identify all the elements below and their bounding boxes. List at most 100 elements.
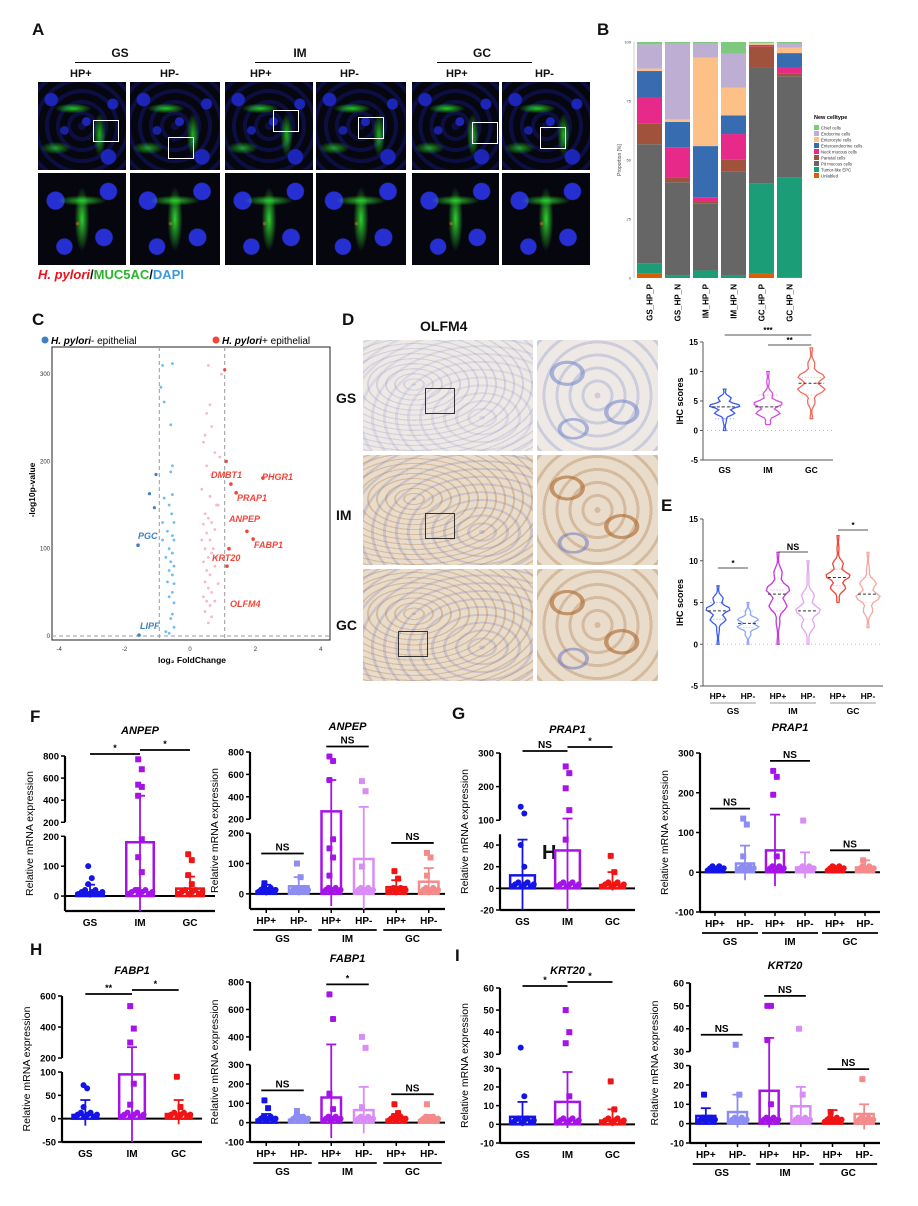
category-label: HP+ — [321, 1149, 341, 1160]
bar-segment-enteroendocrine-cells — [665, 122, 690, 148]
bar-segment-parietal-cells — [721, 159, 746, 172]
data-point — [180, 1109, 187, 1116]
data-point — [620, 1117, 627, 1124]
data-point — [135, 756, 142, 763]
group-label: GS — [275, 1167, 290, 1178]
category-label: HP- — [355, 1149, 372, 1160]
category-label: IM_HP_N — [730, 284, 739, 319]
y-axis-label: -log10p-value — [27, 462, 37, 517]
y-tick-label: 300 — [678, 749, 694, 760]
fluorescence-image-gs-hp-pos — [38, 82, 126, 170]
data-point — [85, 881, 92, 888]
significance-label: NS — [787, 542, 800, 552]
bar-segment-neck-mucous-cells — [693, 197, 718, 202]
data-point — [265, 1105, 272, 1112]
gene-label: PHGR1 — [262, 472, 293, 482]
data-point — [330, 854, 337, 861]
data-point-up — [208, 403, 212, 407]
data-point-up — [206, 363, 210, 367]
bar-segment-enteroendocrine-cells — [777, 53, 802, 68]
data-point — [185, 851, 192, 858]
data-point — [337, 1115, 344, 1122]
group-label: IM — [784, 937, 795, 948]
y-tick-label: 100 — [228, 1099, 244, 1110]
data-point-up — [213, 528, 217, 531]
data-point — [138, 783, 145, 790]
data-point — [391, 868, 398, 875]
panel-label-h: H — [30, 940, 43, 959]
y-tick-label: 0 — [489, 884, 494, 895]
y-tick-label: 0 — [629, 276, 632, 281]
significance-label: NS — [841, 1058, 855, 1069]
data-point-down — [154, 472, 158, 477]
data-point — [134, 1109, 141, 1116]
data-point — [607, 852, 614, 859]
data-point — [326, 1090, 333, 1097]
legend-swatch — [814, 137, 819, 142]
bar-segment-enterocyte-cells — [693, 57, 718, 147]
gene-label: ANPEP — [228, 514, 261, 524]
labeled-point — [234, 491, 238, 495]
data-point-down — [170, 464, 174, 468]
data-point-up — [210, 425, 214, 428]
data-point-up — [210, 615, 214, 619]
data-point — [859, 1076, 866, 1083]
caption-muc5ac: MUC5AC — [93, 267, 150, 282]
data-point-up — [218, 455, 222, 459]
fluorescence-image-gc-hp-neg — [502, 82, 590, 170]
y-tick-label: 50 — [45, 1091, 56, 1102]
data-point-up — [208, 538, 212, 542]
bar-segment-tumor-like-epc — [693, 270, 718, 278]
y-axis-label: Relative mRNA expression — [459, 769, 471, 894]
data-point-down — [170, 534, 174, 538]
labeled-point — [245, 529, 249, 534]
y-tick-label: 200 — [228, 815, 244, 826]
ihc-image-gs — [363, 340, 533, 451]
data-point — [530, 881, 537, 888]
panel-label-f: F — [30, 707, 41, 726]
data-point — [521, 863, 528, 870]
significance-label: * — [154, 979, 158, 989]
y-tick-label: 100 — [43, 862, 59, 873]
group-label: GS — [714, 1168, 729, 1179]
row-label-im: IM — [336, 507, 352, 523]
bar-segment-neck-mucous-cells — [637, 96, 662, 124]
data-point-up — [205, 411, 209, 415]
bar-chart-F1: 0 100 200 200 400 600 800 Relative mRNA express… — [24, 725, 215, 929]
fluorescence-zoom-gs-hp-neg — [130, 173, 220, 265]
significance-label: NS — [406, 832, 420, 843]
category-label: HP+ — [321, 916, 341, 927]
data-point — [88, 875, 95, 882]
category-label: HP- — [856, 919, 873, 930]
category-label: HP- — [290, 1149, 307, 1160]
bar-segment-pit-mucous-cells — [637, 144, 662, 264]
bar-segment-unlabled — [637, 273, 662, 278]
data-point — [358, 778, 365, 785]
data-point — [562, 785, 569, 792]
violin — [708, 388, 741, 432]
labeled-point — [227, 546, 231, 551]
data-point — [173, 1073, 180, 1080]
y-tick-label: 200 — [678, 788, 694, 799]
data-point-up — [200, 538, 204, 542]
data-point — [395, 875, 402, 882]
y-tick-label: 200 — [43, 832, 59, 843]
data-point-down — [169, 560, 173, 564]
y-axis-label: Relative mRNA expression — [459, 1003, 471, 1128]
bar-segment-endocrine-cells — [721, 53, 746, 88]
y-tick-label: 400 — [43, 796, 59, 807]
group-label: IM — [788, 706, 797, 716]
data-point — [185, 872, 192, 879]
category-label: HP+ — [696, 1150, 716, 1161]
significance-label: *** — [763, 326, 773, 335]
bar-segment-enterocyte-cells — [721, 87, 746, 116]
category-label: HP- — [355, 916, 372, 927]
data-point-up — [208, 494, 212, 498]
y-tick-label: 300 — [228, 1060, 244, 1071]
category-label: GC — [183, 918, 198, 929]
data-point — [611, 869, 618, 876]
category-label: HP- — [420, 1149, 437, 1160]
data-point — [620, 881, 627, 888]
y-tick-label: 10 — [689, 557, 698, 566]
bar-segment-parietal-cells — [749, 46, 774, 68]
